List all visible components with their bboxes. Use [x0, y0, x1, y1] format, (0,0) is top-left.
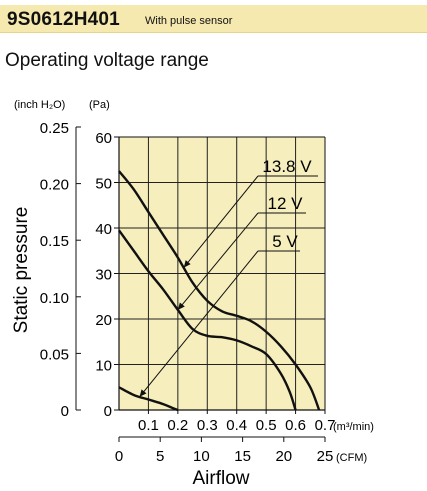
y-pa-tick-label: 0	[104, 403, 112, 420]
x-m3-tick-label: 0.5	[256, 417, 277, 434]
curve-13-8-Vv	[118, 170, 321, 411]
y-pa-tick-label: 50	[95, 176, 112, 193]
curve-annotations: 13.8 V 12 V 5 V	[139, 157, 318, 398]
x-cfm-tick-label: 0	[115, 448, 123, 465]
x-m3-tick-label: 0.1	[138, 417, 159, 434]
x-axis-title: Airflow	[192, 468, 249, 489]
x-m3-tick-label: 0.2	[167, 417, 188, 434]
y-inch-tick-label: 0.10	[40, 290, 69, 307]
y-pa-tick-label: 10	[95, 358, 112, 375]
curve-label: 5 V	[272, 232, 298, 251]
y-inch-tick-label: 0.15	[40, 233, 69, 250]
x-m3-tick-label: 0.4	[226, 417, 247, 434]
y-right-unit: (Pa)	[89, 99, 110, 111]
section-title: Operating voltage range	[5, 50, 209, 71]
y-pa-tick-label: 40	[95, 221, 112, 238]
y-inch-tick-label: 0.05	[40, 346, 69, 363]
leader-line	[183, 175, 259, 268]
curves	[118, 170, 321, 412]
x-m3-tick-label: 0.3	[197, 417, 218, 434]
x-cfm-tick-label: 25	[317, 448, 334, 465]
leader-arrowhead	[177, 302, 185, 310]
curve-label: 12 V	[268, 194, 304, 213]
leader-line	[177, 212, 259, 311]
x-cfm-tick-label: 5	[156, 448, 164, 465]
x-m3-tick-label: 0.6	[285, 417, 306, 434]
model-subtitle: With pulse sensor	[145, 15, 233, 27]
x-cfm-tick-label: 15	[234, 448, 251, 465]
x-top-unit: (m³/min)	[333, 421, 374, 433]
curve-12-Vv	[118, 229, 297, 411]
x-m3-tick-label: 0.7	[315, 417, 336, 434]
y-inch-tick-label: 0	[61, 403, 69, 420]
axes	[75, 126, 326, 442]
curve-label: 13.8 V	[262, 157, 312, 176]
leader-line	[139, 250, 259, 398]
leader-arrowhead	[183, 260, 191, 268]
y-left-unit: (inch H₂O)	[14, 99, 65, 111]
model-header-bar: 9S0612H401 With pulse sensor	[0, 5, 427, 33]
model-number: 9S0612H401	[7, 9, 120, 30]
y-pa-tick-label: 30	[95, 267, 112, 284]
grid	[119, 137, 325, 410]
y-pa-tick-label: 20	[95, 312, 112, 329]
curve-5-Vv	[118, 386, 179, 412]
y-axis-title: Static pressure	[11, 207, 32, 334]
y-inch-tick-label: 0.25	[40, 120, 69, 137]
x-cfm-tick-label: 20	[275, 448, 292, 465]
x-cfm-tick-label: 10	[193, 448, 210, 465]
y-pa-tick-label: 60	[95, 130, 112, 147]
leader-arrowhead	[139, 389, 147, 397]
y-inch-tick-label: 0.20	[40, 177, 69, 194]
x-bottom-unit: (CFM)	[336, 452, 367, 464]
